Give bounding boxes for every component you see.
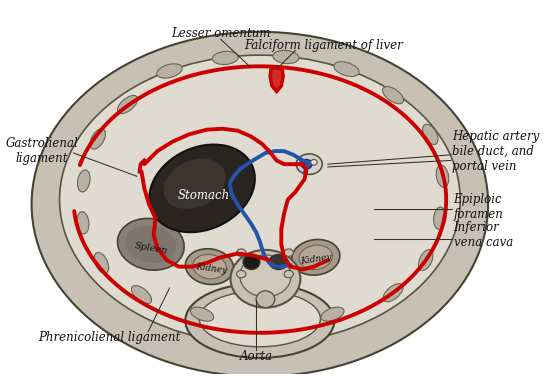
Ellipse shape	[163, 159, 226, 209]
Text: Kidney: Kidney	[195, 262, 228, 275]
Text: Phrenicolienal ligament: Phrenicolienal ligament	[38, 331, 180, 344]
Ellipse shape	[311, 159, 317, 165]
Ellipse shape	[59, 55, 460, 344]
Text: Aorta: Aorta	[240, 349, 273, 363]
Ellipse shape	[118, 96, 138, 114]
Text: Falciform ligament of liver: Falciform ligament of liver	[244, 39, 403, 52]
Ellipse shape	[383, 284, 403, 302]
Ellipse shape	[31, 32, 488, 377]
Text: Spleen: Spleen	[134, 241, 168, 255]
Ellipse shape	[419, 250, 433, 271]
Ellipse shape	[236, 271, 246, 278]
Ellipse shape	[118, 218, 184, 270]
Ellipse shape	[94, 252, 109, 273]
Ellipse shape	[90, 129, 106, 149]
Ellipse shape	[236, 249, 246, 257]
Ellipse shape	[383, 87, 404, 104]
Text: Lesser omentum: Lesser omentum	[171, 27, 271, 40]
Ellipse shape	[321, 307, 344, 321]
Ellipse shape	[125, 225, 177, 263]
Ellipse shape	[243, 255, 260, 269]
Ellipse shape	[273, 50, 299, 63]
Ellipse shape	[292, 240, 340, 275]
Ellipse shape	[76, 212, 89, 234]
Ellipse shape	[256, 291, 275, 308]
Ellipse shape	[299, 245, 332, 269]
Ellipse shape	[334, 62, 359, 77]
Text: Kidney: Kidney	[299, 253, 332, 266]
Ellipse shape	[157, 64, 182, 78]
Text: Gastrolienal
ligament: Gastrolienal ligament	[6, 137, 78, 165]
Ellipse shape	[78, 170, 90, 192]
Ellipse shape	[240, 255, 291, 297]
Text: Hepatic artery
bile duct, and
portal vein: Hepatic artery bile duct, and portal vei…	[452, 130, 539, 173]
Polygon shape	[270, 67, 283, 91]
Ellipse shape	[190, 307, 213, 321]
Ellipse shape	[284, 271, 293, 278]
Text: Stomach: Stomach	[178, 189, 230, 202]
Ellipse shape	[296, 154, 322, 175]
Ellipse shape	[433, 207, 446, 229]
Ellipse shape	[212, 51, 238, 65]
Ellipse shape	[131, 286, 152, 304]
Ellipse shape	[193, 254, 226, 279]
Ellipse shape	[436, 165, 449, 187]
Ellipse shape	[284, 249, 293, 257]
Ellipse shape	[423, 124, 438, 144]
Text: Epiploic
foramen: Epiploic foramen	[454, 193, 504, 221]
Ellipse shape	[185, 283, 334, 358]
Ellipse shape	[230, 250, 300, 308]
Text: Inferior
vena cava: Inferior vena cava	[454, 221, 513, 249]
Ellipse shape	[301, 159, 312, 169]
Ellipse shape	[150, 145, 255, 232]
Ellipse shape	[269, 255, 288, 269]
Ellipse shape	[199, 291, 321, 347]
Ellipse shape	[185, 249, 234, 284]
